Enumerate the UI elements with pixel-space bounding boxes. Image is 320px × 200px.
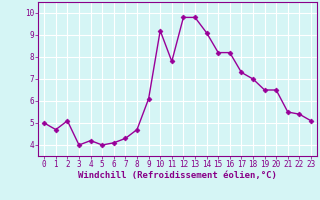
X-axis label: Windchill (Refroidissement éolien,°C): Windchill (Refroidissement éolien,°C) <box>78 171 277 180</box>
